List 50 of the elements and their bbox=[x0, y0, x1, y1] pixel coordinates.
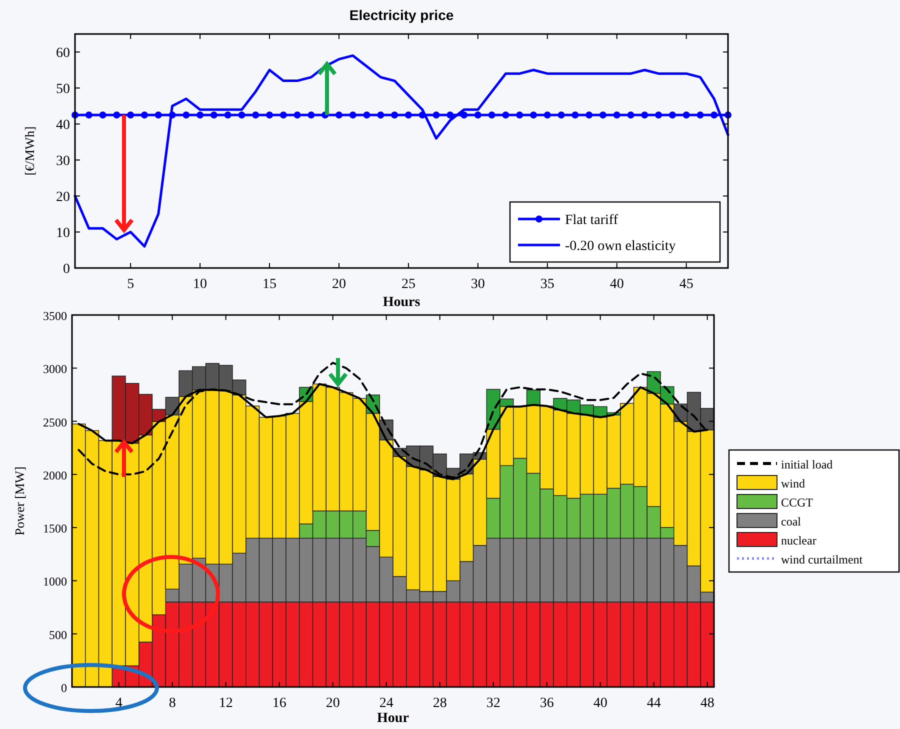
x-axis-title: Hour bbox=[377, 711, 409, 726]
legend-label: wind bbox=[781, 476, 805, 490]
x-tick-label: 48 bbox=[700, 696, 714, 711]
x-tick-label: 16 bbox=[272, 696, 286, 711]
y-tick-label: 10 bbox=[56, 226, 70, 241]
x-tick-label: 10 bbox=[193, 277, 208, 292]
x-tick-label: 40 bbox=[593, 696, 608, 711]
legend-label: Flat tariff bbox=[565, 213, 618, 228]
x-tick-label: 20 bbox=[332, 277, 346, 292]
legend-label: wind curtailment bbox=[781, 552, 864, 566]
legend-label: nuclear bbox=[781, 534, 816, 548]
x-tick-label: 24 bbox=[379, 696, 394, 711]
y-tick-label: 30 bbox=[56, 154, 70, 169]
x-tick-label: 35 bbox=[540, 277, 554, 292]
x-tick-label: 20 bbox=[326, 696, 340, 711]
x-axis-title: Hours bbox=[382, 295, 421, 310]
y-tick-label: 2500 bbox=[43, 415, 67, 430]
y-tick-label: 3500 bbox=[43, 309, 67, 323]
x-tick-label: 12 bbox=[218, 696, 233, 711]
x-tick-label: 32 bbox=[486, 696, 500, 711]
x-tick-label: 44 bbox=[646, 696, 661, 711]
x-tick-label: 4 bbox=[115, 696, 122, 711]
y-tick-label: 20 bbox=[56, 190, 70, 205]
y-tick-label: 2000 bbox=[43, 468, 67, 482]
y-tick-label: 1000 bbox=[43, 574, 67, 589]
y-tick-label: 3000 bbox=[43, 362, 67, 376]
x-tick-label: 36 bbox=[540, 696, 554, 711]
x-tick-label: 40 bbox=[610, 277, 624, 292]
chart-title: Electricity price bbox=[349, 7, 454, 23]
y-tick-label: 500 bbox=[49, 628, 67, 642]
legend-label: CCGT bbox=[781, 496, 814, 510]
x-tick-label: 28 bbox=[432, 696, 447, 711]
y-tick-label: 50 bbox=[56, 82, 70, 97]
x-tick-label: 5 bbox=[127, 277, 134, 292]
x-tick-label: 8 bbox=[168, 696, 176, 711]
x-tick-label: 15 bbox=[262, 277, 277, 292]
y-tick-label: 40 bbox=[56, 118, 70, 133]
x-tick-label: 45 bbox=[679, 277, 694, 292]
bar bbox=[526, 390, 540, 406]
y-tick-label: 0 bbox=[61, 681, 67, 695]
y-tick-label: 1500 bbox=[43, 522, 67, 536]
x-tick-label: 30 bbox=[470, 277, 485, 292]
y-axis-title: Power [MW] bbox=[12, 466, 27, 536]
x-tick-label: 25 bbox=[401, 277, 416, 292]
legend-label: -0.20 own elasticity bbox=[565, 239, 676, 254]
legend-label: initial load bbox=[781, 458, 833, 472]
y-tick-label: 60 bbox=[56, 46, 70, 61]
y-tick-label: 0 bbox=[63, 262, 70, 277]
y-axis-title: [€/MWh] bbox=[22, 126, 37, 176]
legend-label: coal bbox=[781, 514, 802, 528]
